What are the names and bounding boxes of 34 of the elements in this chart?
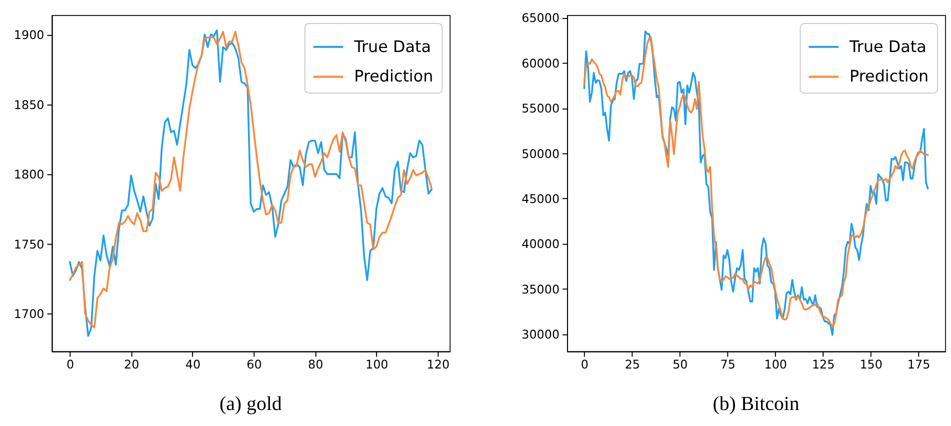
legend-label: True Data <box>353 36 431 56</box>
y-tick-label: 60000 <box>522 56 560 70</box>
legend-label: Prediction <box>850 66 929 86</box>
x-tick-label: 125 <box>812 358 835 372</box>
x-tick-label: 100 <box>764 358 787 372</box>
x-tick-label: 75 <box>720 358 736 372</box>
x-tick-label: 100 <box>365 358 388 372</box>
legend-label: True Data <box>848 36 926 56</box>
y-tick-label: 1700 <box>14 307 44 322</box>
x-tick-label: 0 <box>66 358 74 372</box>
x-tick-label: 20 <box>124 358 140 372</box>
x-tick-label: 60 <box>246 358 262 372</box>
y-tick-label: 30000 <box>522 328 560 342</box>
x-tick-label: 150 <box>860 358 882 372</box>
legend-label: Prediction <box>354 66 434 86</box>
x-tick-label: 0 <box>580 358 588 372</box>
x-tick-label: 25 <box>624 358 640 372</box>
x-tick-label: 40 <box>185 358 201 372</box>
y-tick-label: 55000 <box>522 102 560 116</box>
y-tick-label: 50000 <box>522 146 560 161</box>
x-tick-label: 175 <box>907 358 930 372</box>
y-tick-label: 1750 <box>14 237 44 252</box>
y-tick-label: 35000 <box>522 282 560 296</box>
text: (a) gold <box>219 392 282 415</box>
x-tick-label: 80 <box>308 358 324 372</box>
y-tick-label: 1850 <box>14 98 44 112</box>
x-tick-label: 50 <box>672 358 688 372</box>
y-tick-label: 1900 <box>14 28 44 42</box>
y-tick-label: 40000 <box>522 237 560 252</box>
text: (b) Bitcoin <box>712 392 800 415</box>
x-tick-label: 120 <box>426 358 450 372</box>
y-tick-label: 45000 <box>522 192 560 206</box>
y-tick-label: 1800 <box>14 168 44 182</box>
y-tick-label: 65000 <box>522 11 560 26</box>
